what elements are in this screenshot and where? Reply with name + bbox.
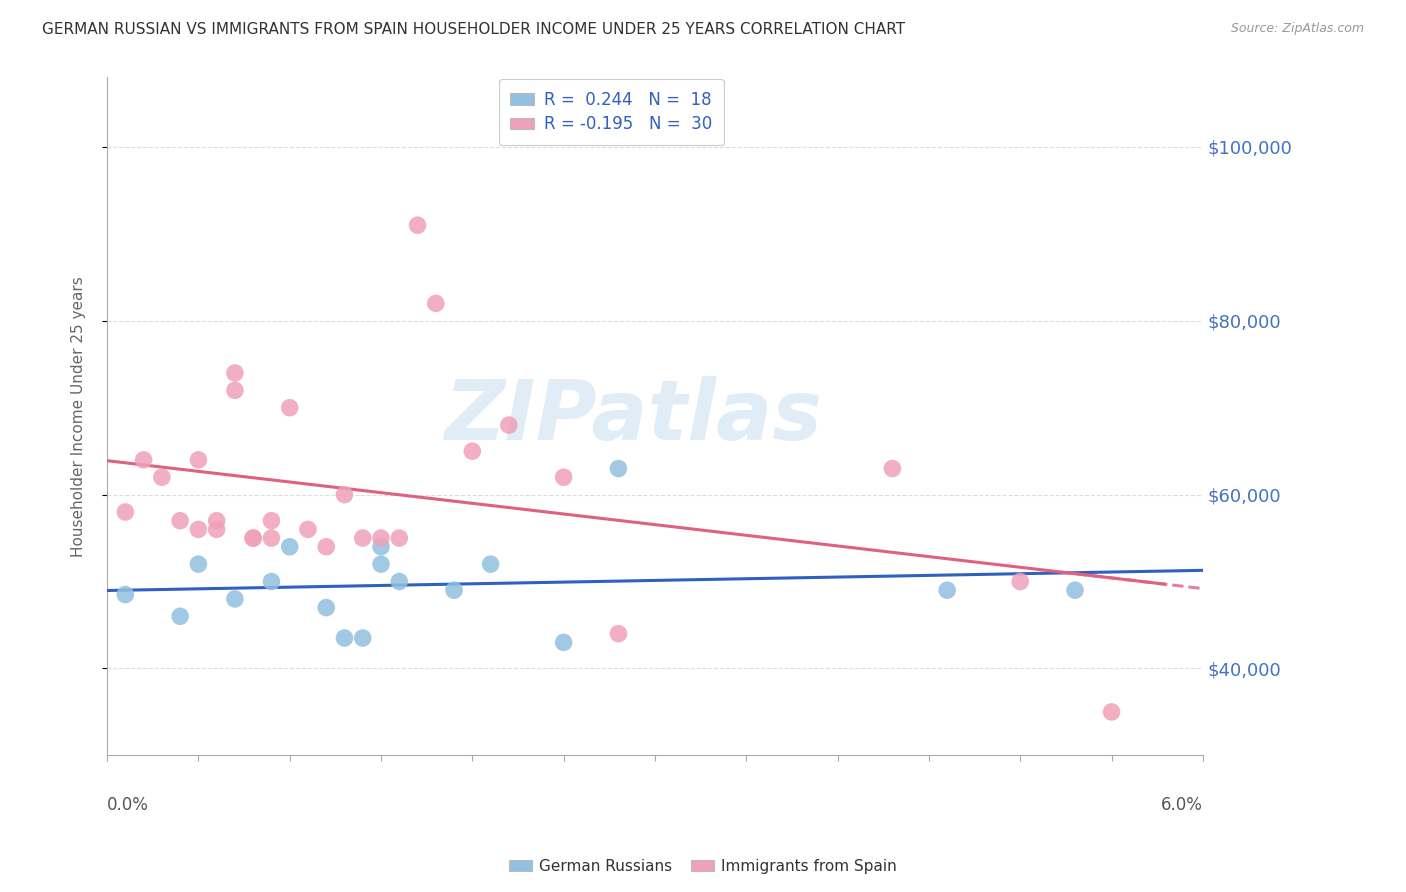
Point <box>242 531 264 545</box>
Point <box>205 514 228 528</box>
Y-axis label: Householder Income Under 25 years: Householder Income Under 25 years <box>72 276 86 557</box>
Point <box>187 557 209 571</box>
Point <box>187 453 209 467</box>
Point <box>224 591 246 606</box>
Point <box>315 600 337 615</box>
Point <box>132 453 155 467</box>
Point <box>882 461 904 475</box>
Point <box>187 522 209 536</box>
Point <box>1010 574 1032 589</box>
Point <box>242 531 264 545</box>
Point <box>370 531 392 545</box>
Point <box>553 470 575 484</box>
Point <box>479 557 502 571</box>
Point <box>315 540 337 554</box>
Point <box>443 583 465 598</box>
Point <box>278 540 301 554</box>
Text: 0.0%: 0.0% <box>107 796 149 814</box>
Point <box>150 470 173 484</box>
Point <box>297 522 319 536</box>
Point <box>169 609 191 624</box>
Point <box>278 401 301 415</box>
Point <box>553 635 575 649</box>
Point <box>1101 705 1123 719</box>
Point <box>352 631 374 645</box>
Point <box>425 296 447 310</box>
Point <box>406 218 429 232</box>
Point <box>498 418 520 433</box>
Point <box>260 531 283 545</box>
Text: GERMAN RUSSIAN VS IMMIGRANTS FROM SPAIN HOUSEHOLDER INCOME UNDER 25 YEARS CORREL: GERMAN RUSSIAN VS IMMIGRANTS FROM SPAIN … <box>42 22 905 37</box>
Point <box>114 588 136 602</box>
Text: Source: ZipAtlas.com: Source: ZipAtlas.com <box>1230 22 1364 36</box>
Point <box>224 366 246 380</box>
Point <box>370 557 392 571</box>
Point <box>333 488 356 502</box>
Point <box>352 531 374 545</box>
Legend: R =  0.244   N =  18, R = -0.195   N =  30: R = 0.244 N = 18, R = -0.195 N = 30 <box>499 79 724 145</box>
Point <box>205 522 228 536</box>
Point <box>461 444 484 458</box>
Text: 6.0%: 6.0% <box>1161 796 1204 814</box>
Text: ZIPatlas: ZIPatlas <box>444 376 823 457</box>
Point <box>333 631 356 645</box>
Point <box>936 583 959 598</box>
Point <box>388 531 411 545</box>
Point <box>388 574 411 589</box>
Point <box>114 505 136 519</box>
Legend: German Russians, Immigrants from Spain: German Russians, Immigrants from Spain <box>503 853 903 880</box>
Point <box>224 384 246 398</box>
Point <box>169 514 191 528</box>
Point <box>607 626 630 640</box>
Point <box>607 461 630 475</box>
Point <box>260 514 283 528</box>
Point <box>370 540 392 554</box>
Point <box>260 574 283 589</box>
Point <box>1064 583 1087 598</box>
